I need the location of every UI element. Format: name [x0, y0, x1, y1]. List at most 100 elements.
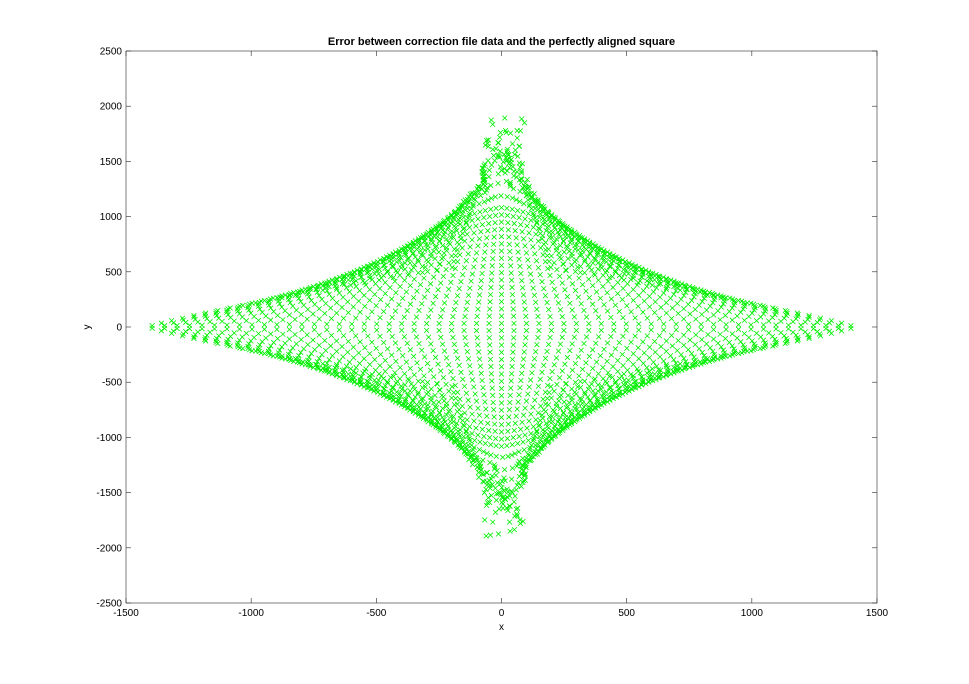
y-tick-label: -1000 — [96, 433, 122, 444]
data-point — [392, 369, 398, 376]
data-point — [306, 354, 312, 360]
data-point — [560, 261, 567, 267]
data-point — [423, 391, 430, 397]
data-point — [505, 152, 512, 158]
data-point — [521, 349, 527, 355]
data-point — [481, 392, 487, 398]
data-point — [633, 270, 639, 276]
data-point — [483, 533, 489, 539]
data-point — [463, 220, 469, 226]
data-point — [511, 151, 518, 158]
data-point — [443, 293, 450, 299]
data-point — [579, 281, 586, 288]
data-point — [432, 293, 439, 300]
data-point — [461, 214, 467, 221]
data-point — [586, 406, 592, 412]
data-point — [628, 382, 634, 388]
data-point — [806, 312, 812, 319]
data-point — [545, 265, 551, 272]
data-point — [604, 340, 611, 346]
data-point — [231, 318, 237, 324]
data-point — [581, 378, 588, 384]
data-point — [366, 297, 373, 304]
data-point — [673, 327, 679, 333]
data-point — [681, 332, 687, 338]
data-point — [511, 526, 518, 533]
data-point — [350, 368, 357, 375]
data-point — [327, 305, 334, 311]
data-point — [396, 258, 403, 264]
data-point — [519, 229, 525, 235]
data-point — [757, 345, 763, 352]
data-point — [611, 321, 617, 327]
data-point — [639, 382, 645, 388]
data-point — [513, 197, 519, 203]
data-point — [460, 202, 466, 209]
data-point — [482, 190, 488, 196]
data-point — [421, 294, 428, 300]
data-point — [443, 266, 449, 273]
data-point — [434, 380, 440, 387]
data-point — [528, 237, 534, 243]
data-point — [589, 381, 595, 387]
data-point — [498, 349, 505, 356]
data-point — [508, 160, 515, 166]
data-point — [364, 263, 371, 269]
data-point — [468, 453, 474, 460]
data-point — [541, 407, 547, 413]
data-point — [419, 263, 426, 270]
data-point — [490, 248, 496, 255]
data-point — [480, 384, 486, 391]
x-tick-label: 1000 — [741, 608, 764, 619]
data-point — [555, 300, 562, 306]
data-point — [535, 225, 542, 231]
data-point — [457, 427, 463, 433]
data-point — [519, 463, 526, 469]
data-point — [463, 306, 469, 313]
data-point — [411, 276, 417, 282]
data-point — [509, 284, 515, 291]
data-point — [516, 433, 522, 440]
data-point — [468, 370, 474, 376]
data-point — [495, 140, 502, 146]
data-point — [478, 229, 484, 235]
data-point — [451, 306, 458, 313]
data-point — [526, 384, 532, 390]
data-point — [597, 353, 604, 359]
data-point — [393, 389, 400, 395]
data-point — [191, 335, 197, 342]
x-tick-label: 1500 — [866, 608, 889, 619]
data-point — [773, 309, 779, 315]
data-point — [599, 254, 605, 261]
data-point — [581, 307, 587, 314]
data-point — [329, 353, 336, 359]
data-point — [586, 276, 592, 282]
data-point — [635, 279, 641, 286]
data-point — [490, 255, 496, 262]
data-point — [573, 417, 579, 423]
data-point — [388, 296, 395, 302]
data-point — [650, 359, 657, 365]
data-point — [522, 216, 528, 222]
data-point — [251, 313, 257, 320]
data-point — [349, 372, 355, 378]
data-point — [461, 265, 468, 271]
data-point — [473, 327, 480, 334]
data-point — [471, 264, 477, 270]
data-point — [504, 494, 510, 500]
data-point — [423, 257, 430, 263]
data-point — [493, 205, 499, 211]
data-point — [494, 480, 501, 486]
data-point — [511, 168, 517, 175]
data-point — [378, 275, 385, 281]
data-point — [490, 407, 497, 413]
data-point — [656, 374, 663, 381]
data-point — [525, 451, 531, 457]
data-point — [450, 219, 456, 225]
data-point — [572, 268, 579, 275]
data-point — [488, 371, 495, 377]
data-point — [545, 382, 551, 389]
data-point — [535, 238, 541, 244]
data-point — [738, 309, 744, 315]
data-point — [648, 321, 654, 327]
